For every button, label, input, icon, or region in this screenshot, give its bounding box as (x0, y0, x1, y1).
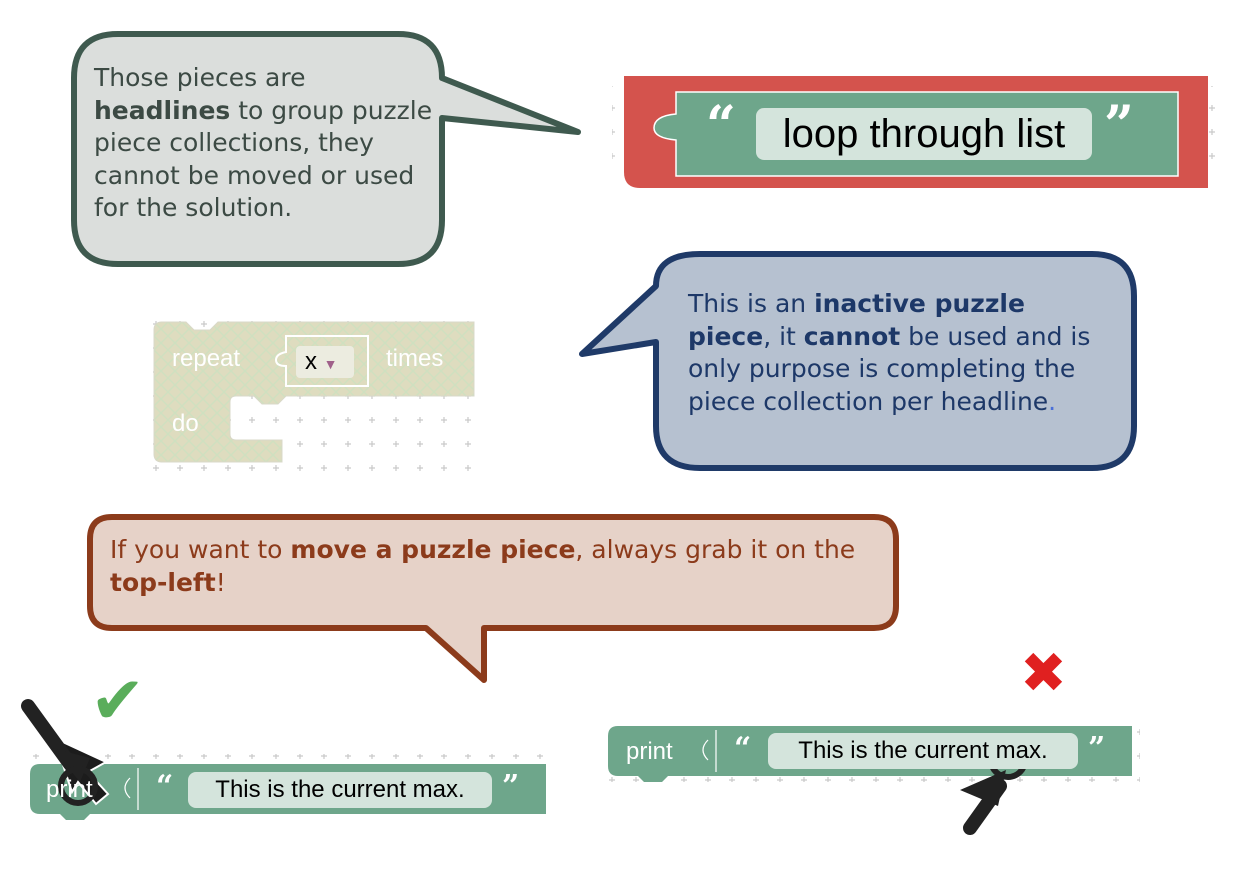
checkmark-icon: ✔ (90, 662, 146, 739)
print-label: print (626, 738, 673, 765)
close-quote-icon: ” (502, 769, 520, 804)
callout-text-segment: top-left (110, 567, 216, 597)
callout-text-segment: If you want to (110, 535, 291, 564)
callout-text-segment: inactive puzzle piece (688, 289, 1025, 351)
move-callout-bubble (87, 514, 899, 683)
callout-text-segment: to group puzzle piece collections, they … (94, 95, 433, 223)
do-label: do (172, 410, 199, 437)
callout-text-segment: be used and is only purpose is completin… (688, 321, 1091, 416)
close-quote-icon: ” (1104, 95, 1134, 156)
print-label: print (46, 776, 93, 803)
times-label: times (386, 345, 444, 372)
mouse-cursor-icon (21, 699, 110, 806)
inactive-callout-text: This is an inactive puzzle piece, it can… (688, 288, 1108, 418)
inactive-callout-bubble (579, 251, 1137, 471)
callout-text-segment: move a puzzle piece (290, 535, 576, 564)
callout-text-segment: . (1048, 386, 1057, 416)
headline-text: loop through list (756, 108, 1092, 160)
open-quote-icon: “ (156, 769, 174, 804)
move-callout-text: If you want to move a puzzle piece, alwa… (110, 534, 880, 599)
callout-text-segment: , it (763, 321, 804, 351)
dropdown-arrow-icon: ▼ (323, 356, 338, 372)
print-text: This is the current max. (768, 733, 1078, 769)
repeat-variable-value: x (305, 348, 317, 375)
repeat-variable-dropdown: x ▼ (305, 348, 338, 376)
open-quote-icon: “ (706, 95, 736, 156)
headline-callout-bubble (71, 31, 581, 267)
print-text: This is the current max. (188, 772, 492, 808)
callout-text-segment: Those pieces are (94, 63, 306, 92)
cross-icon: ✖ (1020, 641, 1067, 706)
close-quote-icon: ” (1088, 731, 1106, 766)
callout-text-segment: This is an (688, 289, 815, 318)
open-quote-icon: “ (734, 731, 752, 766)
callout-text-segment: cannot (803, 321, 901, 351)
callout-text-segment: ! (215, 567, 226, 597)
callout-text-segment: , always grab it on the (575, 535, 856, 564)
repeat-label: repeat (172, 345, 241, 372)
headline-callout-text: Those pieces are headlines to group puzz… (94, 62, 434, 225)
callout-text-segment: headlines (94, 95, 231, 125)
repeat-block-inactive (150, 318, 480, 478)
